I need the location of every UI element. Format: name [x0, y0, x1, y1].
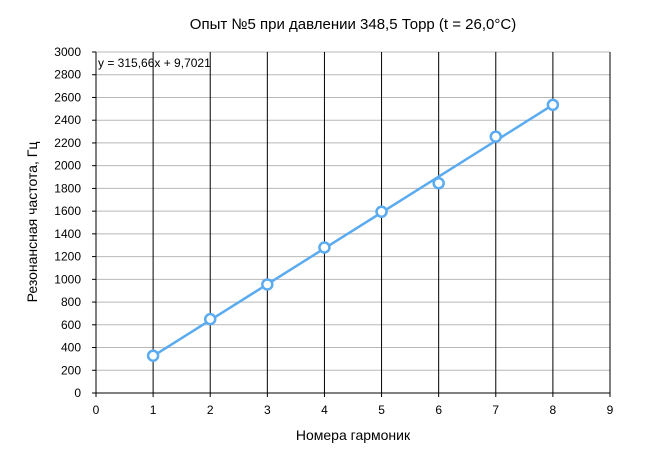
trendline-group — [152, 103, 554, 358]
data-point — [489, 130, 503, 143]
x-tick-label: 3 — [264, 403, 271, 417]
grid-lines — [96, 51, 611, 393]
data-point — [375, 205, 388, 218]
y-tick-label: 1800 — [54, 181, 81, 195]
data-point — [146, 349, 160, 362]
y-tick-label: 1400 — [54, 227, 81, 241]
y-tick-label: 200 — [61, 363, 81, 377]
x-tick-label: 5 — [378, 403, 385, 417]
y-tick-label: 400 — [61, 341, 81, 355]
x-axis-title: Номера гармоник — [295, 427, 411, 443]
y-tick-label: 1600 — [54, 204, 81, 218]
axes — [92, 51, 611, 397]
y-axis-title: Резонансная частота, Гц — [24, 141, 40, 303]
trendline — [152, 103, 554, 358]
y-tick-label: 2200 — [54, 136, 81, 150]
data-point — [318, 241, 331, 254]
chart-title: Опыт №5 при давлении 348,5 Торр (t = 26,… — [189, 16, 517, 33]
tick-labels: 0 200 400 600 800 1000 1200 1400 1600 1800 2000 220… — [54, 45, 613, 417]
x-tick-label: 1 — [150, 403, 157, 417]
trendline-equation: y = 315,66x + 9,7021 — [98, 56, 211, 70]
y-tick-label: 0 — [74, 386, 81, 400]
y-tick-label: 2400 — [54, 113, 81, 127]
x-tick-label: 6 — [435, 403, 442, 417]
x-tick-label: 9 — [607, 403, 614, 417]
y-tick-label: 2600 — [54, 90, 81, 104]
x-tick-label: 2 — [207, 403, 214, 417]
data-point — [432, 177, 445, 190]
x-tick-label: 8 — [550, 403, 557, 417]
data-point — [546, 98, 560, 112]
y-tick-label: 2800 — [54, 68, 81, 82]
x-tick-label: 4 — [321, 403, 328, 417]
y-tick-label: 2000 — [54, 159, 81, 173]
data-points — [146, 98, 560, 362]
data-point — [203, 312, 217, 326]
x-tick-label: 0 — [93, 403, 100, 417]
y-tick-label: 3000 — [54, 45, 81, 59]
y-tick-label: 1000 — [54, 272, 81, 286]
y-tick-label: 1200 — [54, 250, 81, 264]
y-tick-label: 800 — [61, 295, 81, 309]
data-point — [261, 278, 274, 291]
x-tick-label: 7 — [492, 403, 499, 417]
y-tick-label: 600 — [61, 318, 81, 332]
